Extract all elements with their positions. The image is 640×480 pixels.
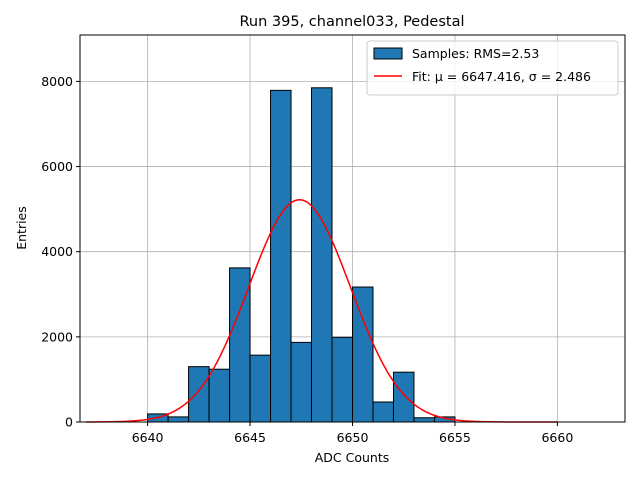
x-tick-label: 6645 (234, 430, 266, 445)
x-tick-label: 6660 (541, 430, 573, 445)
x-tick-label: 6650 (337, 430, 369, 445)
y-tick-label: 0 (65, 415, 73, 430)
y-tick-label: 6000 (41, 159, 73, 174)
y-axis-label: Entries (14, 206, 29, 250)
histogram-bar-6652 (392, 371, 415, 423)
x-axis-label: ADC Counts (315, 450, 390, 465)
histogram-bar-6643 (208, 368, 231, 423)
legend-fit-label: Fit: μ = 6647.416, σ = 2.486 (412, 69, 591, 84)
histogram-bar-6642 (188, 366, 210, 423)
legend-box (366, 40, 619, 96)
x-tick-label: 6640 (132, 430, 164, 445)
legend: Samples: RMS=2.53 Fit: μ = 6647.416, σ =… (366, 40, 619, 96)
histogram-bar-6647 (290, 341, 313, 423)
histogram-bar-6646 (270, 89, 292, 423)
histogram-bar-6653 (413, 417, 435, 423)
y-axis: 0 2000 4000 6000 8000 (41, 74, 80, 430)
x-axis: 6640 6645 6650 6655 6660 (132, 422, 573, 445)
histogram-bar-6645 (249, 354, 272, 423)
histogram-bar-6651 (372, 401, 394, 423)
legend-samples-label: Samples: RMS=2.53 (412, 46, 539, 61)
histogram-bar-6648 (311, 87, 333, 423)
histogram-bar-6641 (167, 416, 190, 423)
y-tick-label: 2000 (41, 329, 73, 344)
histogram-bar-6650 (352, 286, 374, 423)
chart-title: Run 395, channel033, Pedestal (239, 14, 464, 30)
x-tick-label: 6655 (439, 430, 471, 445)
y-tick-label: 4000 (41, 244, 73, 259)
y-tick-label: 8000 (41, 74, 73, 89)
legend-samples-swatch (373, 47, 403, 60)
histogram-bar-6649 (331, 336, 354, 423)
histogram-bars (147, 87, 456, 423)
